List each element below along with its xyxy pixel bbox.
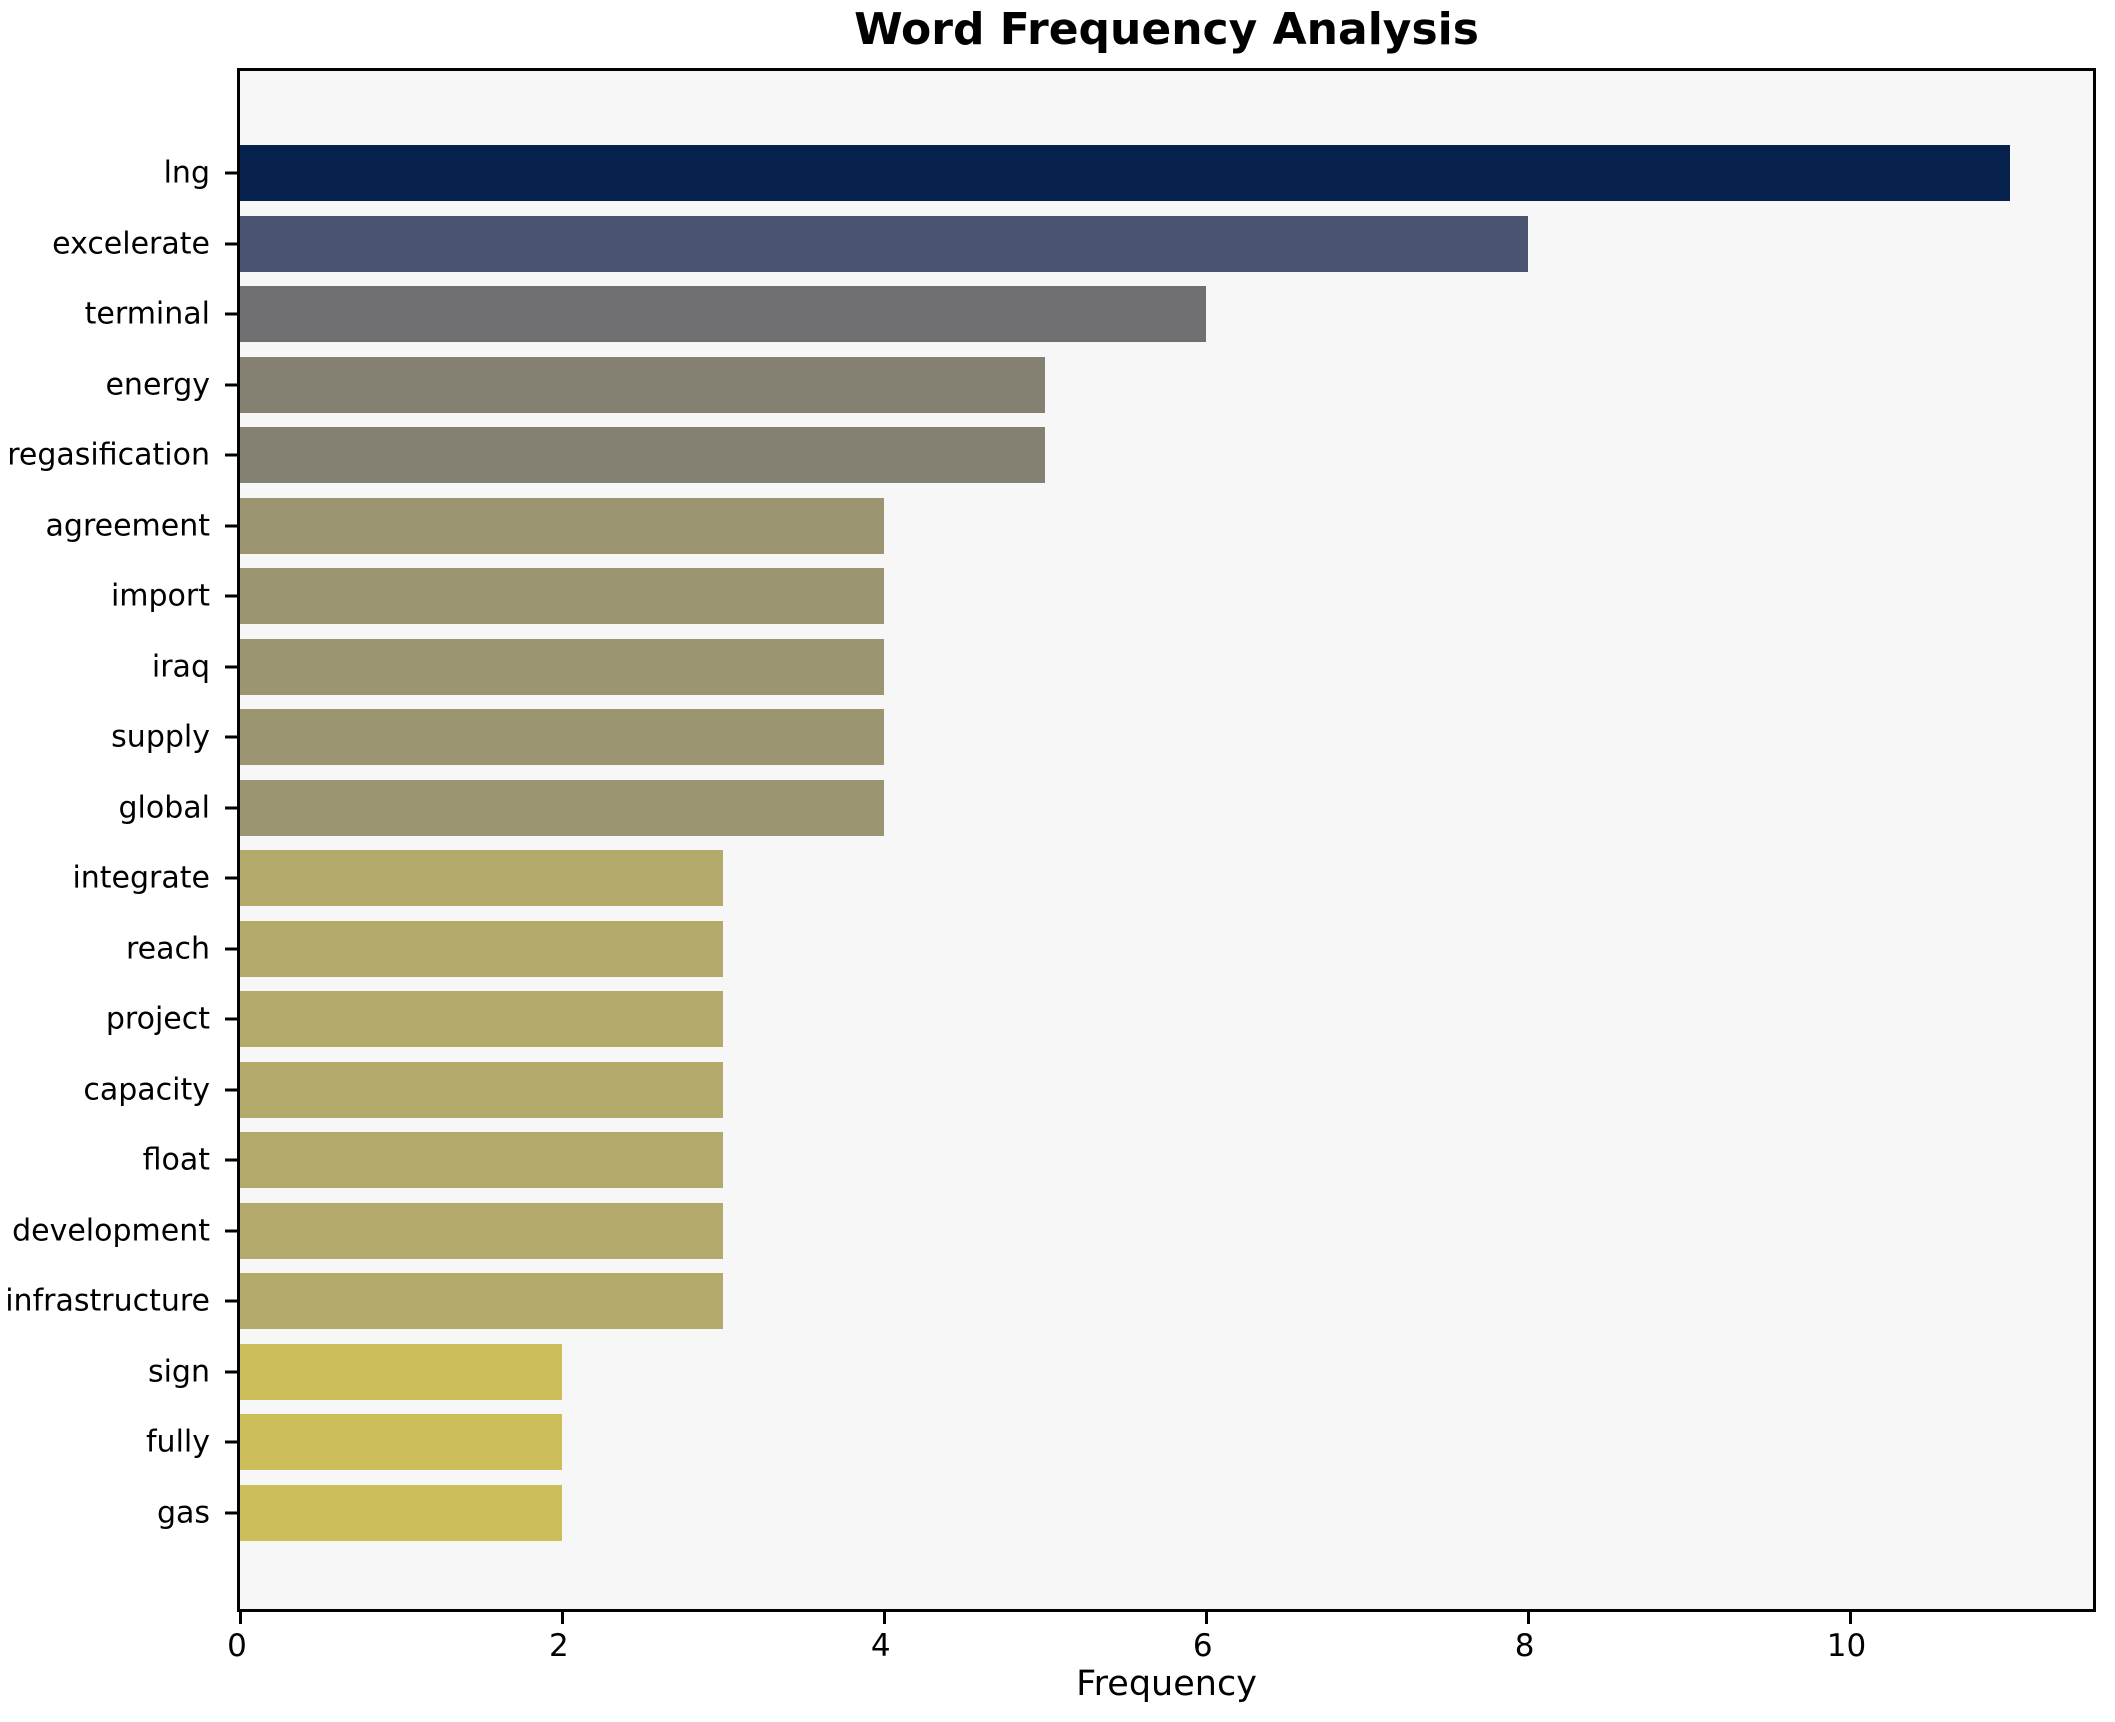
x-tick — [882, 1612, 886, 1624]
bar-row: sign — [148, 1337, 2093, 1408]
y-axis-category-label: import — [110, 578, 210, 614]
x-tick-label: 10 — [1826, 1628, 1867, 1664]
x-tick-label: 6 — [1192, 1628, 1213, 1664]
frequency-bar — [240, 638, 884, 695]
bar-row: energy — [105, 350, 2093, 421]
y-axis-category-label: excelerate — [52, 226, 210, 262]
y-tick — [225, 806, 237, 810]
y-tick — [225, 1299, 237, 1303]
y-tick — [225, 383, 237, 387]
bar-row: supply — [111, 702, 2093, 773]
bar-row: infrastructure — [5, 1266, 2093, 1337]
y-axis-category-label: agreement — [45, 508, 210, 544]
frequency-bar — [240, 1132, 723, 1189]
frequency-bar — [240, 145, 2011, 202]
x-tick-label: 0 — [227, 1628, 247, 1664]
y-tick — [225, 453, 237, 457]
bar-rows-container: lng excelerate terminal energy regasificatio… — [5, 138, 2093, 1549]
frequency-bar — [240, 991, 723, 1048]
y-tick — [225, 312, 237, 316]
y-tick — [225, 1440, 237, 1444]
bar-row: fully — [146, 1407, 2093, 1478]
y-tick — [225, 665, 237, 669]
frequency-bar — [240, 709, 884, 766]
bar-row: project — [106, 984, 2093, 1055]
bar-row: development — [12, 1196, 2093, 1267]
y-tick — [225, 947, 237, 951]
y-axis-category-label: reach — [125, 931, 210, 967]
frequency-bar — [240, 497, 884, 554]
y-tick — [225, 1017, 237, 1021]
y-tick — [225, 735, 237, 739]
bar-row: gas — [157, 1478, 2093, 1549]
frequency-bar — [240, 1202, 723, 1259]
bar-row: global — [119, 773, 2093, 844]
y-axis-category-label: capacity — [83, 1072, 210, 1108]
frequency-bar — [240, 920, 723, 977]
y-tick — [225, 594, 237, 598]
bar-row: integrate — [72, 843, 2093, 914]
frequency-bar — [240, 215, 1528, 272]
frequency-bar — [240, 1414, 562, 1471]
y-tick — [225, 524, 237, 528]
x-tick-label: 2 — [549, 1628, 569, 1664]
x-axis-label: Frequency — [1076, 1664, 1257, 1704]
frequency-bar — [240, 568, 884, 625]
frequency-bar — [240, 1061, 723, 1118]
x-tick-label: 8 — [1514, 1628, 1535, 1664]
frequency-bar — [240, 356, 1045, 413]
bar-row: float — [143, 1125, 2093, 1196]
y-axis-category-label: fully — [146, 1424, 210, 1460]
y-axis-category-label: gas — [156, 1495, 210, 1531]
bar-row: regasification — [7, 420, 2093, 491]
y-axis-category-label: infrastructure — [5, 1283, 210, 1319]
x-tick-label: 4 — [870, 1628, 891, 1664]
plot-area: lng excelerate terminal energy regasificatio… — [5, 68, 2096, 1624]
bar-row: agreement — [46, 491, 2093, 562]
bar-row: excelerate — [52, 209, 2093, 280]
y-axis-category-label: integrate — [72, 860, 210, 896]
frequency-bar — [240, 1343, 562, 1400]
y-tick — [225, 876, 237, 880]
bar-row: terminal — [85, 279, 2093, 350]
y-axis-category-label: global — [118, 790, 211, 826]
x-tick — [1526, 1612, 1530, 1624]
x-tick — [1848, 1612, 1852, 1624]
y-axis-category-label: lng — [163, 155, 210, 191]
y-axis-category-label: float — [142, 1142, 210, 1178]
y-axis-category-label: sign — [147, 1354, 210, 1390]
x-tick — [239, 1612, 242, 1624]
bar-row: capacity — [83, 1055, 2093, 1126]
bar-row: reach — [126, 914, 2093, 985]
y-tick — [225, 1088, 237, 1092]
y-tick — [225, 1511, 237, 1515]
y-axis-category-label: energy — [105, 367, 210, 403]
frequency-bar — [240, 286, 1206, 343]
frequency-bar — [240, 427, 1045, 484]
frequency-bar — [240, 779, 884, 836]
x-tick — [560, 1612, 564, 1624]
frequency-bar — [240, 1273, 723, 1330]
y-axis-category-label: project — [105, 1001, 210, 1037]
frequency-bar — [240, 850, 723, 907]
y-axis-category-label: supply — [111, 719, 210, 755]
x-tick — [1204, 1612, 1208, 1624]
y-tick — [225, 1158, 237, 1162]
y-tick — [225, 171, 237, 175]
y-tick — [225, 1370, 237, 1374]
bar-row: iraq — [152, 632, 2093, 703]
y-axis-category-label: regasification — [7, 437, 210, 473]
y-tick — [225, 242, 237, 246]
y-tick — [225, 1229, 237, 1233]
chart-title: Word Frequency Analysis — [854, 4, 1479, 55]
bar-row: import — [111, 561, 2093, 632]
y-axis-category-label: development — [12, 1213, 210, 1249]
y-axis-category-label: iraq — [151, 649, 210, 685]
y-axis-category-label: terminal — [84, 296, 210, 332]
bar-row: lng — [164, 138, 2093, 209]
frequency-bar — [240, 1484, 562, 1541]
